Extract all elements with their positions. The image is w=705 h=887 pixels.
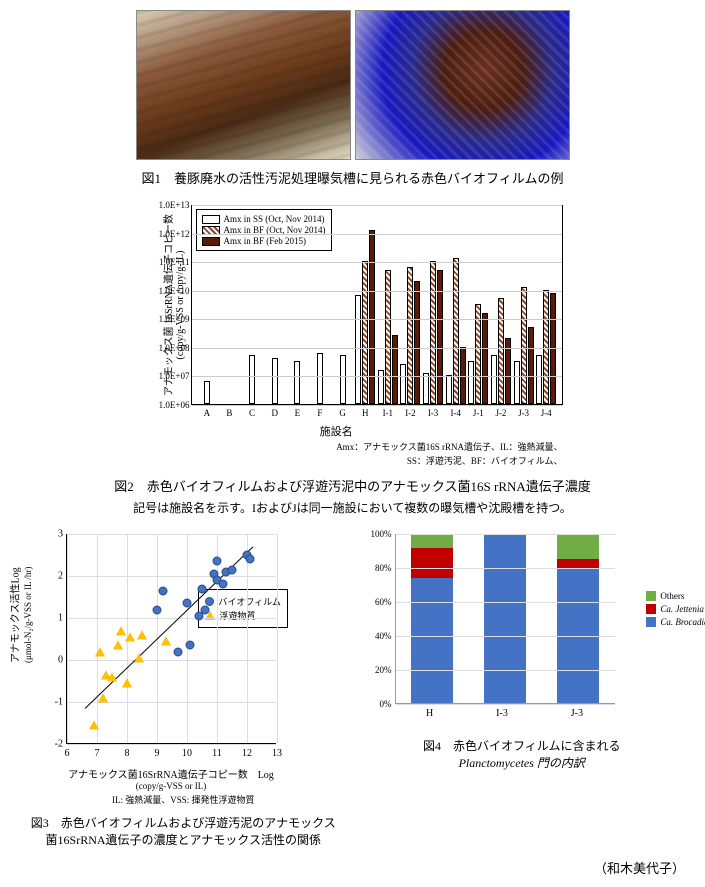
fig1-photo-left (136, 10, 351, 160)
fig3-legend: バイオフィルム 浮遊物質 (198, 589, 288, 628)
fig1-caption: 図1 養豚廃水の活性汚泥処理曝気槽に見られる赤色バイオフィルムの例 (20, 168, 685, 187)
fig3-xaxis-label: アナモックス菌16SrRNA遺伝子コピー数 Log (66, 766, 276, 781)
fig4-caption: 図4 赤色バイオフィルムに含まれるPlanctomycetes 門の内訳 (359, 737, 686, 771)
fig4-legend: Others Ca. Jettenia Ca. Brocadia (646, 588, 705, 630)
fig3-plot-area: バイオフィルム 浮遊物質 678910111213-2-10123 (66, 534, 276, 744)
fig2-subcaption: 記号は施設名を示す。IおよびJは同一施設において複数の曝気槽や沈殿槽を持つ。 (20, 499, 685, 516)
fig4-container: 0%20%40%60%80%100% Others Ca. Jettenia C… (359, 534, 686, 848)
fig2-xaxis-label: 施設名 (320, 426, 353, 438)
fig3-container: アナモックス活性Log (μmol-N₂/g-VSS or IL /hr) バイ… (20, 534, 347, 848)
fig1-photos (20, 10, 685, 160)
fig3-xaxis-unit: (copy/g-VSS or IL) (66, 781, 276, 791)
fig2-chart: アナモックス菌 16SrRNA遺伝子コピー数(copy/g-VSS or cop… (20, 205, 685, 468)
fig3-yaxis-label: アナモックス活性Log (7, 567, 22, 663)
fig2-caption: 図2 赤色バイオフィルムおよび浮遊汚泥中のアナモックス菌16S rRNA遺伝子濃… (20, 476, 685, 495)
fig3-yaxis-unit: (μmol-N₂/g-VSS or IL /hr) (23, 566, 33, 662)
fig2-plot-area: Amx in SS (Oct, Nov 2014) Amx in BF (Oct… (191, 205, 563, 405)
fig3-caption: 図3 赤色バイオフィルムおよび浮遊汚泥のアナモックス菌16SrRNA遺伝子の濃度… (20, 814, 347, 848)
fig1-photo-right (355, 10, 570, 160)
fig3-note: IL: 強熱減量、VSS: 揮発性浮遊物質 (20, 793, 347, 806)
fig2-note: Amx：アナモックス菌16S rRNA遺伝子、IL：強熱減量、SS：浮遊汚泥、B… (143, 441, 563, 468)
author: （和木美代子） (20, 858, 685, 877)
fig4-xlabels: HI-3J-3 (395, 708, 615, 719)
fig4-plot-area: 0%20%40%60%80%100% (395, 534, 615, 704)
